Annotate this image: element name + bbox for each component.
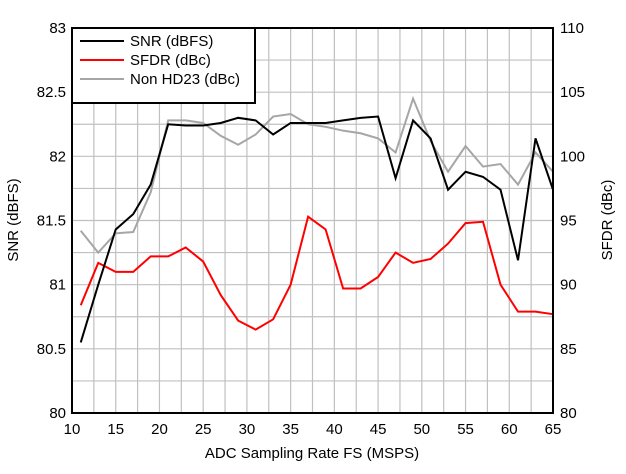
y-tick-label: 80.5 bbox=[37, 341, 66, 358]
x-tick-label: 50 bbox=[413, 421, 430, 438]
x-tick-label: 15 bbox=[107, 421, 124, 438]
x-tick-label: 30 bbox=[239, 421, 256, 438]
y2-axis-label: SFDR (dBc) bbox=[599, 180, 616, 261]
y-tick-label: 82.5 bbox=[37, 84, 66, 101]
legend-label: SFDR (dBc) bbox=[130, 52, 211, 69]
y2-tick-label: 90 bbox=[560, 277, 577, 294]
x-tick-label: 45 bbox=[370, 421, 387, 438]
y2-tick-label: 80 bbox=[560, 405, 577, 422]
y2-tick-label: 110 bbox=[560, 20, 584, 37]
legend-label: Non HD23 (dBc) bbox=[130, 71, 240, 88]
y-tick-label: 83 bbox=[49, 20, 66, 37]
x-tick-label: 25 bbox=[195, 421, 212, 438]
series-line-1 bbox=[81, 217, 553, 330]
y-tick-label: 81 bbox=[49, 277, 66, 294]
series-line-0 bbox=[81, 117, 553, 343]
y2-tick-label: 105 bbox=[560, 84, 585, 101]
y2-tick-label: 95 bbox=[560, 213, 577, 230]
y2-tick-label: 85 bbox=[560, 341, 577, 358]
legend: SNR (dBFS) SFDR (dBc) Non HD23 (dBc) bbox=[72, 28, 255, 103]
x-tick-label: 10 bbox=[64, 421, 81, 438]
y-tick-label: 80 bbox=[49, 405, 66, 422]
x-tick-label: 55 bbox=[457, 421, 474, 438]
x-tick-label: 40 bbox=[326, 421, 343, 438]
x-axis-label: ADC Sampling Rate FS (MSPS) bbox=[205, 445, 419, 462]
y-tick-label: 81.5 bbox=[37, 213, 66, 230]
x-tick-label: 60 bbox=[501, 421, 518, 438]
y2-tick-label: 100 bbox=[560, 148, 585, 165]
y-axis-label: SNR (dBFS) bbox=[5, 178, 22, 261]
y-tick-label: 82 bbox=[49, 148, 66, 165]
x-tick-label: 35 bbox=[282, 421, 299, 438]
x-tick-label: 65 bbox=[545, 421, 562, 438]
legend-label: SNR (dBFS) bbox=[130, 33, 213, 50]
x-tick-label: 20 bbox=[151, 421, 168, 438]
